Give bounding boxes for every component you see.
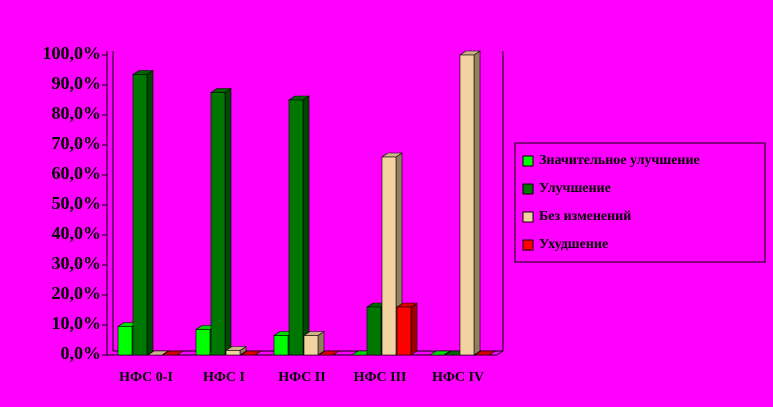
bar-top bbox=[162, 350, 184, 356]
x-tick-label: НФС I bbox=[203, 370, 245, 385]
y-tick-label: 50,0% bbox=[52, 193, 102, 213]
legend-swatch bbox=[522, 211, 534, 223]
bar-side bbox=[302, 95, 310, 356]
bar bbox=[396, 306, 412, 356]
bar bbox=[117, 326, 133, 356]
legend-label: Улучшение bbox=[539, 181, 611, 196]
y-tick-label: 10,0% bbox=[52, 313, 102, 333]
y-tick-label: 0,0% bbox=[61, 343, 102, 363]
bar-top bbox=[474, 350, 496, 356]
floor-side bbox=[496, 350, 504, 356]
bar bbox=[132, 74, 148, 356]
bar bbox=[366, 306, 382, 356]
legend-swatch bbox=[522, 183, 534, 195]
bar-side bbox=[410, 302, 418, 356]
bar-top bbox=[318, 350, 340, 356]
y-tick-label: 100,0% bbox=[43, 43, 102, 63]
bar bbox=[210, 92, 226, 356]
x-tick-label: НФС IV bbox=[432, 370, 484, 385]
y-tick-label: 90,0% bbox=[52, 73, 102, 93]
bar-top bbox=[429, 350, 451, 356]
legend-label: Ухудшение bbox=[539, 237, 608, 252]
bar bbox=[288, 99, 304, 356]
bar bbox=[273, 335, 289, 356]
bar-side bbox=[146, 69, 154, 356]
bar-top bbox=[240, 350, 262, 356]
bar-side bbox=[224, 87, 232, 356]
x-tick-label: НФС 0-I bbox=[119, 370, 173, 385]
legend-box bbox=[514, 142, 766, 263]
bar-top bbox=[147, 350, 169, 356]
bar bbox=[303, 335, 319, 356]
legend-swatch bbox=[522, 155, 534, 167]
y-tick-label: 80,0% bbox=[52, 103, 102, 123]
x-tick-label: НФС II bbox=[278, 370, 325, 385]
bar bbox=[195, 329, 211, 356]
legend-label: Значительное улучшение bbox=[539, 153, 700, 168]
legend-label: Без изменений bbox=[539, 209, 631, 224]
y-tick-label: 70,0% bbox=[52, 133, 102, 153]
legend-swatch bbox=[522, 239, 534, 251]
bar-side bbox=[473, 50, 481, 356]
x-tick-label: НФС III bbox=[354, 370, 407, 385]
y-tick-label: 60,0% bbox=[52, 163, 102, 183]
bar bbox=[225, 350, 241, 356]
y-tick-label: 40,0% bbox=[52, 223, 102, 243]
bar bbox=[381, 156, 397, 356]
y-tick-label: 30,0% bbox=[52, 253, 102, 273]
bar bbox=[459, 54, 475, 356]
y-tick-label: 20,0% bbox=[52, 283, 102, 303]
